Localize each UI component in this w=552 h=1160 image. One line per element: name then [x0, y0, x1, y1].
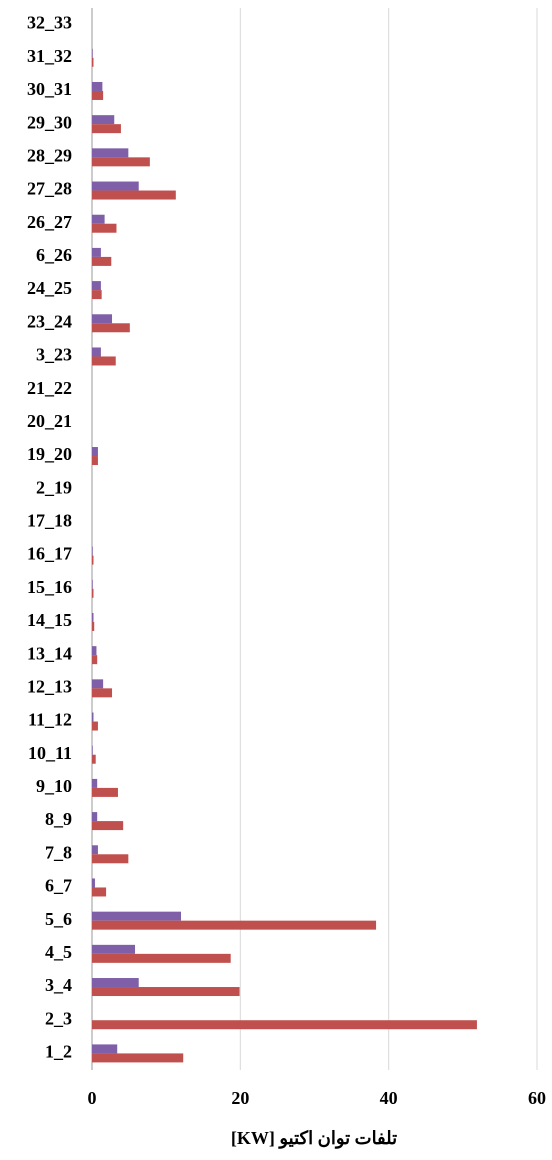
- y-tick-label: 6_26: [36, 245, 72, 265]
- bar: [92, 812, 98, 822]
- y-tick-label: 5_6: [45, 909, 72, 929]
- y-tick-label: 2_19: [36, 477, 72, 497]
- bar: [92, 854, 129, 864]
- bar: [92, 953, 231, 963]
- bar: [92, 124, 121, 134]
- bar: [92, 588, 94, 598]
- y-tick-label: 30_31: [27, 79, 72, 99]
- x-tick-label: 60: [528, 1088, 546, 1108]
- y-tick-label: 28_29: [27, 145, 72, 165]
- bar: [92, 987, 240, 997]
- bar: [92, 247, 101, 257]
- bar: [92, 1053, 184, 1063]
- bar: [92, 48, 93, 58]
- y-tick-label: 14_15: [27, 610, 72, 630]
- y-tick-label: 16_17: [27, 544, 72, 564]
- y-tick-label: 3_23: [36, 345, 72, 365]
- y-tick-label: 7_8: [45, 842, 72, 862]
- y-tick-label: 20_21: [27, 411, 72, 431]
- y-tick-label: 12_13: [27, 676, 72, 696]
- bar: [92, 290, 102, 300]
- y-tick-label: 3_4: [45, 975, 72, 995]
- bar: [92, 356, 116, 366]
- bar: [92, 688, 113, 698]
- bar: [92, 1044, 118, 1054]
- y-tick-label: 1_2: [45, 1042, 72, 1062]
- y-tick-label: 9_10: [36, 776, 72, 796]
- bar: [92, 978, 139, 988]
- bar: [92, 754, 96, 764]
- y-tick-label: 8_9: [45, 809, 72, 829]
- bar: [92, 347, 101, 357]
- bar: [92, 281, 101, 291]
- bar: [92, 323, 130, 333]
- bar: [92, 944, 136, 954]
- bar: [92, 447, 98, 457]
- bar: [92, 887, 107, 897]
- bar: [92, 57, 94, 67]
- y-tick-label: 13_14: [27, 643, 72, 663]
- y-tick-label: 17_18: [27, 511, 72, 531]
- bar: [92, 190, 176, 200]
- x-tick-label: 20: [231, 1088, 249, 1108]
- y-tick-label: 32_33: [27, 13, 72, 33]
- bar: [92, 721, 98, 731]
- bar: [92, 712, 94, 722]
- y-tick-label: 19_20: [27, 444, 72, 464]
- bar: [92, 148, 129, 158]
- y-tick-label: 4_5: [45, 942, 72, 962]
- bar: [92, 621, 95, 631]
- bar: [92, 157, 150, 167]
- x-axis-label: تلفات توان اکتیو [KW]: [231, 1128, 397, 1149]
- y-tick-label: 31_32: [27, 46, 72, 66]
- bar: [92, 214, 105, 224]
- bar: [92, 579, 93, 589]
- y-tick-label: 6_7: [45, 876, 72, 896]
- bar: [92, 745, 93, 755]
- y-tick-label: 27_28: [27, 179, 72, 199]
- bar: [92, 90, 104, 100]
- x-tick-label: 0: [88, 1088, 97, 1108]
- bar: [92, 456, 98, 466]
- bar: [92, 181, 139, 191]
- bar: [92, 878, 95, 888]
- bar: [92, 845, 98, 855]
- bar: [92, 314, 113, 324]
- bar: [92, 655, 98, 665]
- y-tick-label: 2_3: [45, 1008, 72, 1028]
- bar: [92, 679, 104, 689]
- bar: [92, 778, 98, 788]
- y-tick-label: 10_11: [28, 743, 72, 763]
- y-tick-label: 15_16: [27, 577, 72, 597]
- bar: [92, 546, 93, 556]
- y-tick-label: 26_27: [27, 212, 72, 232]
- bar: [92, 256, 112, 266]
- x-tick-label: 40: [380, 1088, 398, 1108]
- bar: [92, 612, 94, 622]
- y-tick-label: 21_22: [27, 378, 72, 398]
- bar: [92, 787, 118, 797]
- bar: [92, 81, 103, 91]
- bar: [92, 223, 117, 233]
- bar: [92, 1020, 477, 1030]
- y-tick-label: 29_30: [27, 112, 72, 132]
- bar: [92, 911, 181, 921]
- bar: [92, 646, 97, 656]
- bar: [92, 821, 124, 831]
- bar: [92, 115, 115, 125]
- bar: [92, 920, 377, 930]
- y-tick-label: 11_12: [28, 710, 72, 730]
- bar: [92, 555, 94, 565]
- y-tick-label: 23_24: [27, 311, 72, 331]
- y-tick-label: 24_25: [27, 278, 72, 298]
